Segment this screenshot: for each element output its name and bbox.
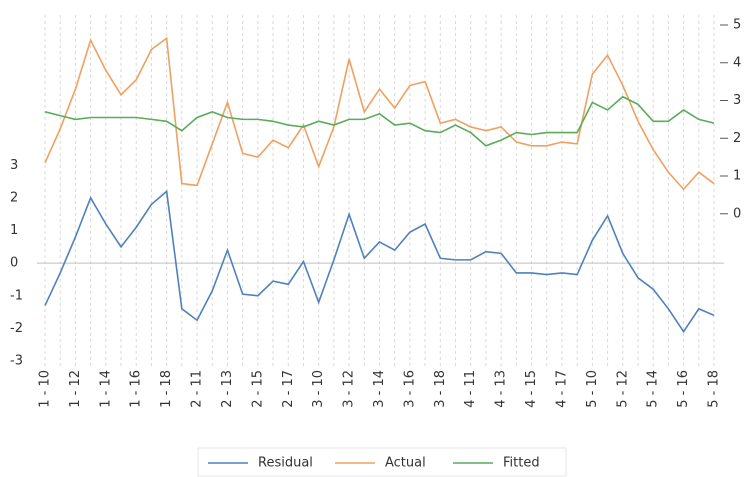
x-tick-label: 1 - 14 <box>98 370 113 408</box>
y-tick-label: 1 <box>10 223 18 238</box>
y2-tick-label: 4 <box>733 55 741 70</box>
x-tick-label: 5 - 16 <box>676 370 691 408</box>
x-tick-label: 2 - 11 <box>190 370 205 408</box>
y-tick-label: 2 <box>10 190 18 205</box>
x-tick-label: 5 - 10 <box>585 370 600 408</box>
series-line <box>44 189 715 334</box>
x-tick-label: 4 - 13 <box>494 370 509 408</box>
x-tick-label: 3 - 16 <box>402 370 417 408</box>
y2-tick-label: 3 <box>733 93 741 108</box>
x-tick-label: 4 - 11 <box>463 370 478 408</box>
y-tick-label: -2 <box>10 321 23 336</box>
x-tick-label: 3 - 10 <box>311 370 326 408</box>
y2-tick-label: 2 <box>733 131 741 146</box>
x-tick-label: 4 - 17 <box>554 370 569 408</box>
x-tick-label: 1 - 10 <box>38 370 53 408</box>
y2-tick-label: 5 <box>733 18 741 33</box>
y-tick-label: -3 <box>10 354 23 369</box>
x-tick-label: 2 - 15 <box>250 370 265 408</box>
x-tick-label: 2 - 17 <box>281 370 296 408</box>
x-tick-label: 5 - 18 <box>707 370 722 408</box>
y2-tick-label: 0 <box>733 206 741 221</box>
x-tick-label: 3 - 14 <box>372 370 387 408</box>
x-tick-label: 3 - 12 <box>342 370 357 408</box>
legend-box <box>197 447 567 477</box>
y-tick-label: -1 <box>10 288 23 303</box>
legend-label: Actual <box>385 456 426 471</box>
x-tick-label: 5 - 14 <box>646 370 661 408</box>
y2-tick-label: 1 <box>733 169 741 184</box>
x-tick-label: 1 - 18 <box>159 370 174 408</box>
series-line <box>44 36 715 191</box>
x-tick-label: 4 - 15 <box>524 370 539 408</box>
x-tick-label: 2 - 13 <box>220 370 235 408</box>
legend-label: Fitted <box>503 456 540 471</box>
y-tick-label: 3 <box>10 158 18 173</box>
x-tick-label: 1 - 12 <box>68 370 83 408</box>
series-line <box>44 95 715 147</box>
y-tick-label: 0 <box>10 256 18 271</box>
x-tick-label: 3 - 18 <box>433 370 448 408</box>
legend-label: Residual <box>258 456 313 471</box>
x-tick-label: 1 - 16 <box>129 370 144 408</box>
x-tick-label: 5 - 12 <box>615 370 630 408</box>
